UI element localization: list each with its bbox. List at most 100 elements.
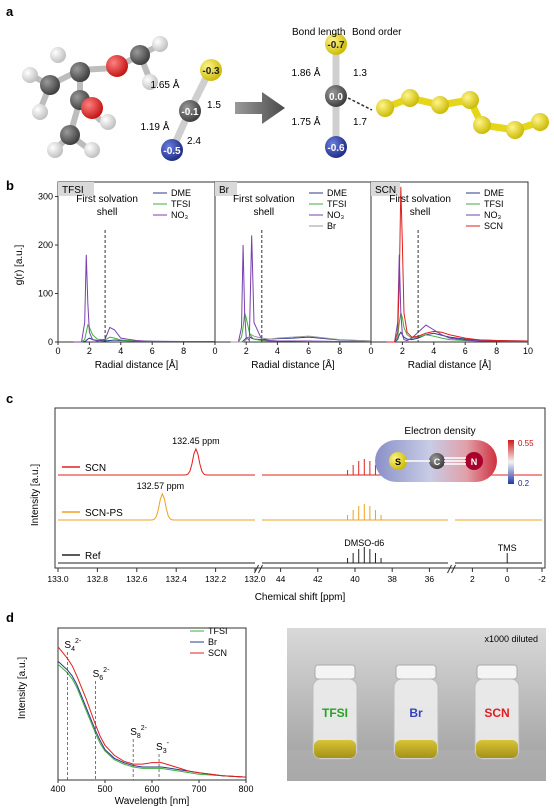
x-tick-label: 2 [400, 346, 405, 356]
rdf-series-tfsi [73, 323, 215, 343]
nitrogen-atom [465, 452, 483, 470]
dmso-label: DMSO-d6 [344, 538, 384, 548]
vial-label: Br [409, 706, 423, 720]
hydrogen-atom [84, 142, 100, 158]
rdf-series-scn [386, 186, 529, 343]
atom-label-s: S [395, 457, 401, 467]
oxygen-atom [106, 55, 128, 77]
nmr-legend-label: Ref [85, 551, 101, 562]
photo-caption: x1000 diluted [484, 634, 538, 644]
scn-right: -0.7 0.0 -0.6 1.86 Å 1.3 1.75 Å 1.7 Bond… [292, 27, 402, 158]
rdf-series-dme [386, 331, 529, 343]
sulfur-atom [389, 452, 407, 470]
reaction-arrow [235, 92, 285, 124]
legend-label: SCN [484, 221, 503, 231]
x-tick-label: 0 [368, 346, 373, 356]
first-shell-label: shell [254, 207, 275, 218]
oxygen-atom [81, 97, 103, 119]
nmr-x-tick-label: 38 [387, 574, 397, 584]
first-shell-label: First solvation [233, 194, 295, 205]
first-shell-label: First solvation [76, 194, 138, 205]
n-charge-left: -0.5 [163, 146, 181, 157]
c-charge-left: -0.1 [181, 107, 199, 118]
sc-order-left: 1.5 [207, 100, 221, 111]
vial-body [312, 678, 358, 760]
uv-legend-label: TFSI [208, 626, 228, 636]
uv-x-tick-label: 700 [191, 784, 206, 794]
nitrogen-atom [325, 136, 347, 158]
nmr-trace-scn-ps [58, 492, 255, 521]
rdf-tag-box [371, 182, 400, 196]
x-tick-label: 2 [87, 346, 92, 356]
nitrogen-atom [161, 139, 183, 161]
nmr-x-tick-label: 132.2 [205, 574, 227, 584]
legend-label: DME [484, 188, 504, 198]
hydrogen-atom [22, 67, 38, 83]
c-charge-right: 0.0 [329, 92, 343, 103]
x-tick-label: 6 [306, 346, 311, 356]
nmr-trace-scn [58, 447, 255, 476]
hydrogen-atom [142, 74, 158, 90]
nmr-x-tick-label: 2 [470, 574, 475, 584]
uv-x-tick-label: 600 [144, 784, 159, 794]
uv-x-tick-label: 400 [50, 784, 65, 794]
nmr-x-tick-label: 132.6 [126, 574, 148, 584]
rdf-series-br [230, 334, 372, 343]
y-tick-label: 200 [38, 240, 53, 250]
x-tick-label: 4 [118, 346, 123, 356]
uv-x-tick-label: 800 [238, 784, 253, 794]
nmr-x-tick-label: -2 [538, 574, 546, 584]
electron-density-inset: Electron density S C N 0.55 0.2 [375, 426, 534, 488]
nmr-plot: 133.0 132.8 132.6 132.4 132.2 132.0 44 42 40 38 36… [47, 436, 546, 584]
atom-label-c: C [434, 457, 441, 467]
sc-order-right: 1.3 [353, 68, 367, 79]
panel-a-letter: a [6, 4, 14, 19]
rdf-tag-box [58, 182, 94, 196]
uv-series-tfsi [57, 663, 247, 778]
nmr-frame [54, 407, 546, 569]
sc-length-left: 1.65 Å [151, 78, 180, 91]
axis-break [254, 564, 259, 574]
nmr-xlabel: Chemical shift [ppm] [255, 592, 346, 603]
coordination-bond [347, 97, 373, 111]
hydrogen-atom [47, 142, 63, 158]
species-label: S82- [130, 725, 147, 740]
s-charge-right: -0.7 [327, 40, 345, 51]
peak-label: 132.45 ppm [172, 436, 220, 446]
nmr-x-tick-label: 133.0 [47, 574, 69, 584]
legend-label: Br [327, 221, 336, 231]
vial-photo: x1000 diluted TFSI Br SCN [287, 628, 546, 781]
axis-break [451, 564, 456, 574]
uv-legend-label: Br [208, 637, 217, 647]
y-tick-label: 100 [38, 289, 53, 299]
first-shell-label: shell [97, 207, 118, 218]
sulfur-atom [325, 33, 347, 55]
axis-break [447, 564, 452, 574]
rdf-frame [57, 181, 216, 343]
panel-a: a -0.3 -0 [6, 4, 549, 161]
scn-left: -0.3 -0.1 -0.5 1.65 Å 1.5 1.19 Å 2.4 [141, 59, 222, 161]
uv-x-tick-label: 500 [97, 784, 112, 794]
color-scale-bar [508, 440, 514, 484]
nmr-x-tick-label: 132.4 [166, 574, 188, 584]
vial-cap [395, 664, 437, 680]
vial-body [474, 678, 520, 760]
nmr-x-tick-label: 36 [425, 574, 435, 584]
vial-liquid [395, 740, 437, 758]
first-shell-label: shell [410, 207, 431, 218]
legend-label: TFSI [327, 199, 347, 209]
x-tick-label: 2 [244, 346, 249, 356]
hydrogen-atom [100, 114, 116, 130]
rdf-series-no [73, 254, 215, 343]
sc-length-right: 1.86 Å [292, 66, 321, 79]
species-label: S3- [156, 740, 170, 755]
cn-length-right: 1.75 Å [292, 115, 321, 128]
rdf-frame [370, 181, 529, 343]
panel-d: d Intensity [a.u.] S42- S62- S82- S3- 400 500… [6, 610, 546, 807]
legend-label: DME [171, 188, 191, 198]
vial-liquid [314, 740, 356, 758]
y-tick-label: 0 [48, 337, 53, 347]
sulfur-atom [200, 59, 222, 81]
